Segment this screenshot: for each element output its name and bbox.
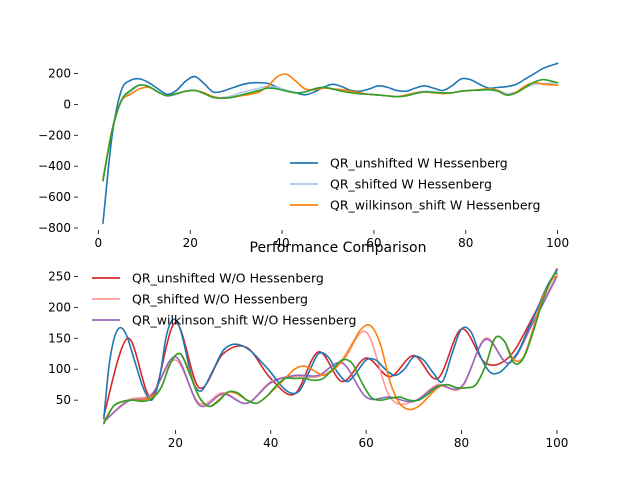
y-tick-label: 0 (63, 97, 71, 111)
y-tick-label: 50 (56, 393, 71, 407)
legend-label: QR_unshifted W Hessenberg (330, 156, 508, 171)
x-tick-label: 40 (274, 236, 289, 250)
series-line-unlabeled-3 (102, 78, 559, 182)
legend-label: QR_wilkinson_shift W/O Hessenberg (132, 313, 356, 328)
y-tick-label: 200 (48, 66, 71, 80)
legend-label: QR_wilkinson_shift W Hessenberg (330, 198, 540, 213)
y-tick-label: 250 (48, 269, 71, 283)
legend-label: QR_shifted W Hessenberg (330, 177, 492, 192)
legend-label: QR_unshifted W/O Hessenberg (132, 271, 324, 286)
series-line-qr-wilkinson-shift-w-o-hessenberg (103, 275, 558, 423)
top-chart-panel: 0 20 40 60 80 100 −800 −600 −400 −200 0 200 QR_unshi… (38, 62, 569, 250)
y-tick-label: 200 (48, 300, 71, 314)
series-line-unlabeled-5 (103, 272, 558, 425)
chart-legend: QR_unshifted W Hessenberg QR_shifted W He… (290, 156, 540, 213)
y-tick-label: −600 (38, 190, 71, 204)
x-tick-label: 100 (546, 236, 569, 250)
x-tick-label: 60 (359, 436, 374, 450)
y-tick-label: −800 (38, 221, 71, 235)
x-tick-label: 80 (458, 236, 473, 250)
bottom-chart-panel: Performance Comparison 20 40 60 80 100 50 100 15… (48, 240, 568, 450)
x-tick-label: 20 (183, 236, 198, 250)
chart-legend: QR_unshifted W/O Hessenberg QR_shifted W/… (92, 271, 356, 328)
x-tick-label: 60 (366, 236, 381, 250)
x-tick-label: 0 (95, 236, 103, 250)
legend-label: QR_shifted W/O Hessenberg (132, 292, 308, 307)
y-tick-label: 150 (48, 331, 71, 345)
x-tick-label: 100 (545, 436, 568, 450)
x-tick-label: 20 (168, 436, 183, 450)
series-line-qr-unshifted-w-hessenberg (102, 62, 559, 225)
y-tick-label: −400 (38, 159, 71, 173)
x-tick-label: 40 (263, 436, 278, 450)
x-tick-label: 80 (454, 436, 469, 450)
chart-title: Performance Comparison (250, 240, 427, 256)
y-tick-label: 100 (48, 362, 71, 376)
y-tick-label: −200 (38, 128, 71, 142)
